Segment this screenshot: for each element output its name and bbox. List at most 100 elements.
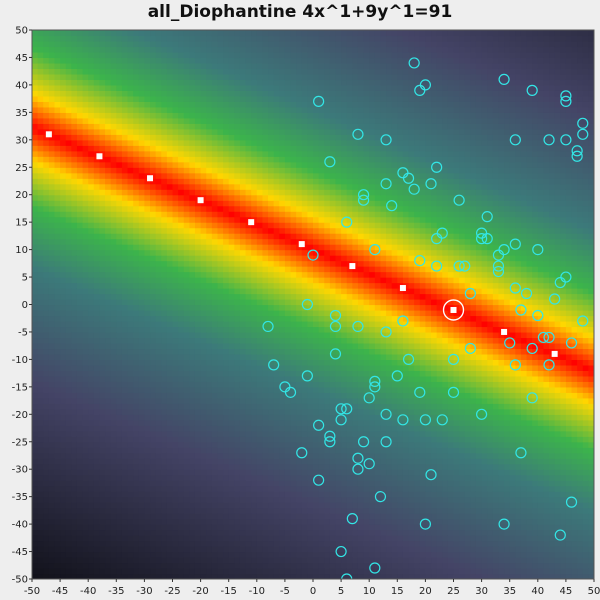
heatmap-cell: [43, 309, 50, 317]
heatmap-cell: [161, 551, 168, 558]
heatmap-cell: [32, 139, 39, 146]
heatmap-cell: [161, 397, 168, 404]
heatmap-cell: [228, 507, 235, 514]
heatmap-cell: [217, 425, 224, 432]
heatmap-cell: [307, 375, 314, 382]
heatmap-cell: [200, 419, 207, 426]
heatmap-cell: [223, 540, 230, 547]
heatmap-cell: [32, 502, 39, 509]
heatmap-cell: [99, 359, 106, 366]
heatmap-cell: [88, 562, 95, 569]
heatmap-cell: [88, 480, 95, 487]
heatmap-cell: [273, 288, 280, 295]
heatmap-cell: [166, 452, 174, 459]
heatmap-cell: [110, 90, 117, 97]
heatmap-cell: [268, 35, 275, 42]
heatmap-cell: [178, 172, 185, 179]
heatmap-cell: [65, 507, 72, 514]
heatmap-cell: [99, 123, 106, 130]
heatmap-cell: [105, 491, 112, 498]
heatmap-cell: [105, 518, 112, 525]
heatmap-cell: [133, 425, 140, 432]
heatmap-cell: [99, 106, 106, 113]
heatmap-cell: [290, 557, 297, 564]
heatmap-cell: [234, 480, 241, 487]
heatmap-cell: [82, 189, 89, 196]
heatmap-cell: [37, 425, 44, 432]
heatmap-cell: [256, 430, 264, 437]
heatmap-cell: [239, 392, 247, 399]
heatmap-cell: [161, 381, 168, 388]
heatmap-cell: [273, 156, 280, 163]
heatmap-cell: [307, 458, 314, 465]
heatmap-cell: [110, 150, 117, 157]
heatmap-cell: [76, 222, 84, 229]
heatmap-cell: [48, 123, 56, 130]
heatmap-cell: [223, 266, 230, 273]
heatmap-cell: [32, 194, 39, 201]
heatmap-cell: [273, 452, 280, 459]
heatmap-cell: [144, 364, 151, 371]
heatmap-cell: [155, 106, 162, 113]
heatmap-cell: [262, 337, 269, 344]
heatmap-cell: [155, 551, 162, 558]
heatmap-cell: [93, 106, 101, 113]
heatmap-cell: [76, 172, 84, 179]
heatmap-cell: [82, 216, 89, 223]
heatmap-cell: [144, 282, 151, 289]
heatmap-cell: [60, 293, 67, 300]
heatmap-cell: [43, 156, 50, 163]
heatmap-cell: [65, 425, 72, 432]
heatmap-cell: [155, 128, 162, 135]
heatmap-cell: [144, 337, 151, 344]
heatmap-cell: [121, 331, 129, 339]
heatmap-cell: [133, 518, 140, 525]
heatmap-cell: [228, 90, 235, 97]
heatmap-cell: [262, 414, 269, 421]
heatmap-cell: [82, 331, 89, 339]
heatmap-cell: [127, 342, 134, 350]
heatmap-cell: [93, 134, 101, 141]
heatmap-cell: [228, 551, 235, 558]
heatmap-cell: [211, 513, 219, 520]
heatmap-cell: [54, 46, 61, 53]
heatmap-cell: [284, 474, 292, 481]
heatmap-cell: [217, 540, 224, 547]
heatmap-cell: [211, 46, 219, 53]
heatmap-cell: [172, 546, 179, 553]
heatmap-cell: [279, 370, 286, 377]
heatmap-cell: [301, 425, 308, 432]
heatmap-cell: [99, 73, 106, 81]
heatmap-cell: [256, 139, 264, 146]
heatmap-cell: [194, 30, 202, 37]
heatmap-cell: [43, 79, 50, 86]
heatmap-cell: [150, 507, 157, 514]
heatmap-cell: [189, 249, 196, 256]
heatmap-cell: [200, 35, 207, 42]
heatmap-cell: [273, 430, 280, 437]
heatmap-cell: [301, 62, 308, 70]
heatmap-cell: [268, 90, 275, 97]
heatmap-cell: [138, 485, 145, 492]
heatmap-cell: [223, 123, 230, 130]
heatmap-cell: [223, 386, 230, 393]
heatmap-cell: [99, 447, 106, 454]
heatmap-cell: [37, 320, 44, 328]
heatmap-cell: [228, 392, 235, 399]
heatmap-cell: [48, 441, 56, 448]
heatmap-cell: [110, 238, 117, 245]
heatmap-cell: [234, 392, 241, 399]
heatmap-cell: [194, 386, 202, 393]
heatmap-cell: [239, 172, 247, 179]
heatmap-cell: [71, 134, 78, 141]
heatmap-cell: [234, 546, 241, 553]
heatmap-cell: [116, 562, 123, 569]
heatmap-cell: [301, 117, 308, 124]
heatmap-cell: [200, 211, 207, 218]
heatmap-cell: [138, 222, 145, 229]
heatmap-cell: [284, 95, 292, 102]
heatmap-cell: [178, 469, 185, 476]
heatmap-cell: [262, 447, 269, 454]
heatmap-cell: [54, 463, 61, 470]
heatmap-cell: [262, 425, 269, 432]
